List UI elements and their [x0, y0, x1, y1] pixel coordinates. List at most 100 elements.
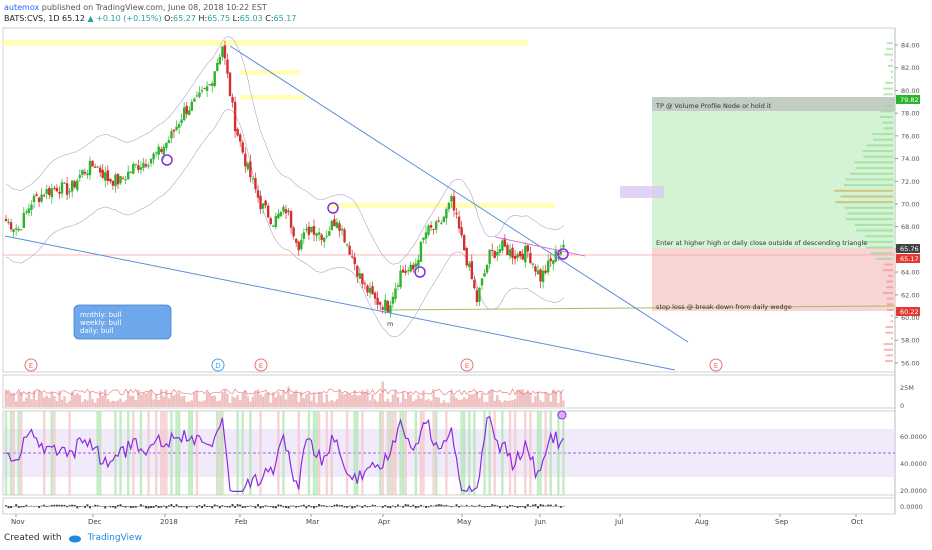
high-value: 65.75 [207, 14, 231, 23]
volume-bar [284, 399, 288, 407]
macd-bar [300, 505, 303, 507]
macd-bar [335, 504, 338, 507]
macd-bar [483, 506, 486, 508]
candle-body [241, 142, 244, 153]
candle-body [137, 165, 140, 170]
candle-body [493, 250, 496, 258]
rsi-bg-bar [236, 411, 239, 495]
candle-body [534, 266, 537, 272]
time-tick: Apr [378, 518, 390, 526]
volume-bar [233, 397, 237, 407]
volume-bar [305, 394, 308, 407]
volume-bar [345, 392, 349, 407]
candle-body [475, 290, 479, 302]
note-weekly: weekly: bull [80, 319, 121, 327]
volume-bar [210, 396, 214, 407]
macd-bar [384, 504, 387, 507]
volume-bar [32, 390, 36, 407]
tp-annotation: TP @ Volume Profile Node or hold it [655, 102, 772, 110]
volume-bar [213, 395, 216, 407]
volume-bar [483, 401, 486, 407]
volume-bar [190, 400, 194, 407]
macd-bar [12, 505, 15, 507]
macd-bar [475, 505, 478, 507]
macd-bar [226, 506, 229, 508]
price-axis[interactable]: 84.00 82.00 80.00 78.00 76.00 74.00 72.00 70.00… [895, 42, 920, 368]
volume-bar [343, 394, 346, 407]
earnings-marker[interactable]: E [24, 358, 38, 372]
volume-bar [307, 392, 311, 407]
macd-bar [422, 505, 425, 507]
time-tick: 2018 [160, 518, 178, 526]
macd-bar [175, 504, 178, 507]
author-link[interactable]: autemox [4, 3, 40, 12]
svg-text:65.17: 65.17 [900, 255, 919, 263]
candle-body [350, 256, 354, 258]
volume-bar [473, 393, 476, 407]
candle-body [391, 296, 395, 304]
macd-bar [468, 506, 471, 507]
bias-note-box[interactable]: mnthly: bull weekly: bull daily: bull [73, 304, 172, 340]
macd-bar [315, 506, 318, 508]
candle-body [340, 228, 344, 231]
candle-body [307, 226, 311, 235]
candle-body [396, 285, 400, 287]
macd-bar [285, 506, 287, 508]
rsi-bg-bar [386, 411, 390, 495]
candle-body [70, 180, 74, 192]
low-value: 65.03 [239, 14, 263, 23]
candle-body [465, 248, 468, 266]
time-axis[interactable]: Nov Dec 2018 Feb Mar Apr May Jun Jul Aug Sep Oct [11, 514, 863, 526]
earnings-marker[interactable]: E [709, 358, 723, 372]
note-daily: daily: bull [80, 327, 114, 335]
wedge-upper-line[interactable] [229, 45, 689, 343]
volume-bar [216, 401, 219, 407]
macd-bar [295, 506, 298, 508]
volume-bar [330, 399, 334, 407]
macd-bar [292, 505, 295, 507]
dividend-marker[interactable]: D [211, 358, 225, 372]
earnings-marker[interactable]: E [254, 358, 268, 372]
volume-bar [406, 392, 410, 407]
macd-bar [534, 504, 537, 507]
wedge-lower-line[interactable] [4, 235, 676, 371]
rsi-bg-bar [401, 411, 405, 495]
volume-bar [534, 396, 537, 407]
candle-body [203, 88, 206, 90]
vp-bar [891, 76, 893, 79]
volume-bar [289, 394, 293, 407]
earnings-marker[interactable]: E [460, 358, 474, 372]
volume-bar [501, 402, 504, 407]
candle-body [76, 180, 79, 190]
macd-bar [302, 504, 305, 507]
volume-bar [42, 397, 46, 407]
pink-trendline[interactable] [494, 236, 586, 257]
volume-bar [65, 402, 69, 407]
price-tick: 56.00 [901, 359, 920, 367]
macd-bar [132, 506, 135, 508]
macd-bar [531, 504, 534, 507]
candle-body [4, 218, 8, 222]
candle-body [419, 241, 423, 262]
rsi-bg-bar [98, 411, 102, 495]
volume-bar [104, 389, 107, 407]
rsi-bg-bar [162, 411, 166, 495]
rsi-bg-bar [216, 411, 219, 495]
volume-bar [172, 395, 176, 407]
candle-body [266, 205, 270, 218]
volume-bar [279, 395, 283, 407]
volume-bar [139, 394, 143, 407]
volume-bar [391, 394, 395, 407]
macd-bar [165, 506, 168, 509]
volume-bar [244, 390, 247, 407]
macd-bar [330, 506, 333, 508]
candle-body [455, 212, 458, 215]
rsi-bg-bar [445, 411, 448, 495]
symbol-label[interactable]: BATS:CVS, 1D [4, 14, 60, 23]
tradingview-brand[interactable]: TradingView [87, 533, 142, 543]
candle-body [251, 178, 255, 180]
macd-bar [48, 505, 51, 507]
macd-bar [94, 504, 97, 507]
candle-body [368, 287, 372, 293]
